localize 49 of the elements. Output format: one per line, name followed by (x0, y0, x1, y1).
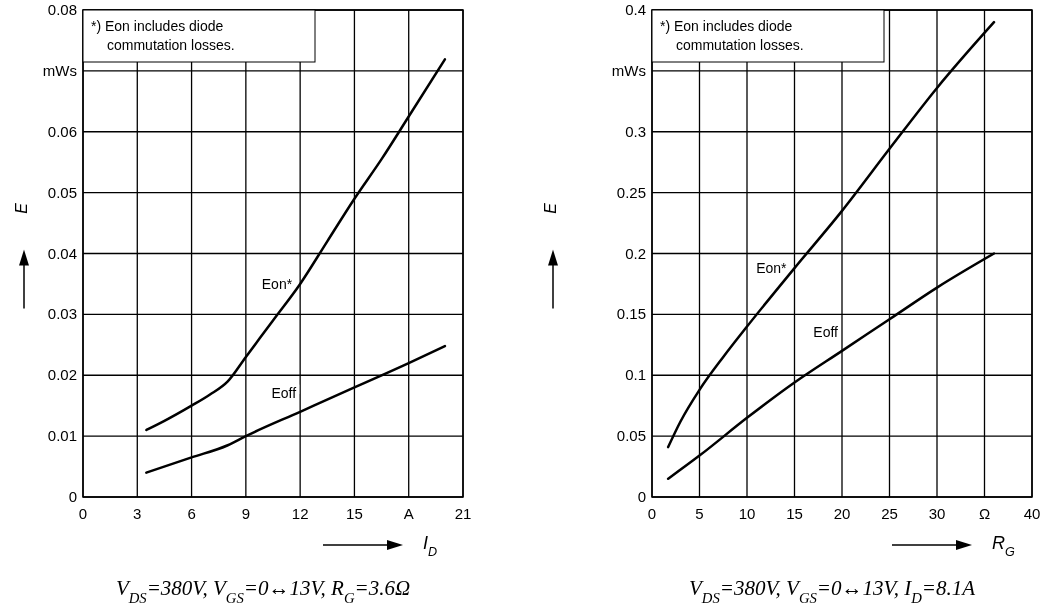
y-tick-label: 0.2 (625, 244, 646, 262)
x-tick-label: Ω (978, 505, 991, 522)
y-tick-label: 0.3 (625, 122, 646, 140)
x-tick-label: 0 (647, 505, 657, 522)
x-tick-label: 40 (1023, 505, 1041, 522)
y-tick-label: 0.04 (47, 244, 77, 262)
x-tick-label: 15 (786, 505, 803, 522)
annotation: *) Eon includes diode commutation losses. (660, 18, 804, 53)
y-tick-label: mWs (42, 61, 77, 79)
series-label: Eoff (271, 384, 297, 401)
x-tick-label: 6 (187, 505, 196, 522)
y-tick-label: 0.02 (47, 366, 77, 384)
x-tick-label: 12 (291, 505, 309, 522)
y-tick-label: 0 (637, 488, 646, 505)
y-axis-title: E (13, 202, 30, 214)
y-tick-label: 0.06 (47, 122, 77, 140)
x-tick-label: 15 (346, 505, 363, 522)
series-label: Eon* (756, 260, 788, 277)
y-tick-label: mWs (611, 61, 646, 79)
y-tick-label: 0 (68, 488, 77, 505)
x-tick-label: A (403, 505, 414, 522)
y-tick-label: 0.08 (47, 1, 77, 18)
y-tick-label: 0.05 (616, 427, 646, 445)
x-tick-label: 10 (738, 505, 756, 522)
y-tick-label: 0.01 (47, 427, 77, 445)
x-tick-label: 21 (454, 505, 472, 522)
y-axis-title: E (542, 202, 559, 214)
x-tick-label: 30 (928, 505, 946, 522)
x-tick-label: 0 (78, 505, 88, 522)
x-axis-title: R$_{G}$ (992, 533, 1015, 559)
note-box: *) Eon includes diode commutation losses. (651, 9, 885, 63)
text: V$_{DS}$=380V, V$_{GS}$=0↔13V, R$_{G}$=3.6Ω (115, 576, 411, 606)
x-tick-label: 5 (695, 505, 704, 522)
x-tick-label: 3 (133, 505, 142, 522)
y-tick-label: 0.15 (616, 305, 646, 323)
text: V$_{DS}$=380V, V$_{GS}$=0↔13V, I$_{D}$=8.1A (688, 576, 976, 606)
x-axis-title: I$_{D}$ (423, 533, 438, 559)
y-tick-label: 0.4 (625, 1, 646, 18)
x-tick-label: 25 (881, 505, 898, 522)
y-tick-label: 0.1 (625, 366, 646, 384)
series-label: Eoff (813, 323, 839, 340)
annotation: *) Eon includes diode commutation losses. (91, 18, 235, 53)
note-box: *) Eon includes diode commutation losses. (82, 9, 316, 63)
series-label: Eon* (261, 275, 293, 292)
y-tick-label: 0.05 (47, 183, 77, 201)
y-tick-label: 0.25 (616, 183, 646, 201)
x-tick-label: 20 (833, 505, 851, 522)
x-tick-label: 9 (241, 505, 251, 522)
y-tick-label: 0.03 (47, 305, 77, 323)
